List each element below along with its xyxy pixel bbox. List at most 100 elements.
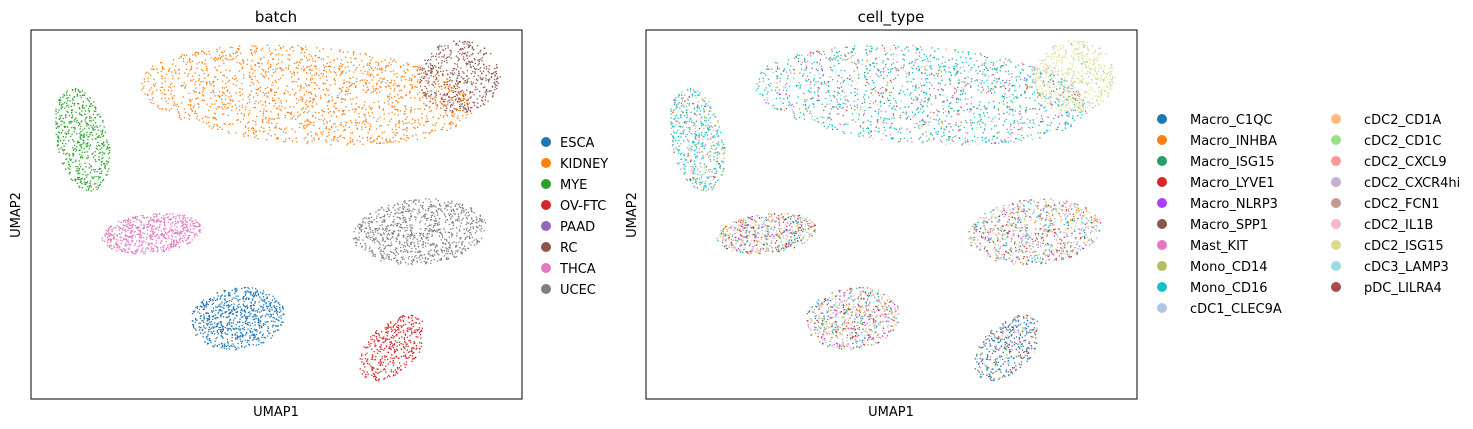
batch-point	[458, 58, 460, 60]
batch-point	[166, 233, 168, 235]
batch-point	[118, 221, 120, 223]
batch-point	[311, 140, 313, 142]
batch-point	[355, 242, 357, 244]
batch-point	[211, 90, 214, 92]
batch-point	[318, 127, 320, 130]
batch-point	[245, 345, 247, 347]
batch-point	[282, 321, 284, 323]
batch-point	[218, 95, 220, 97]
batch-point	[173, 224, 176, 226]
batch-point	[167, 102, 169, 104]
batch-point	[285, 67, 287, 69]
batch-point	[301, 48, 303, 51]
batch-point	[183, 108, 186, 110]
batch-point	[240, 311, 242, 314]
batch-point	[254, 310, 256, 312]
batch-point	[436, 72, 439, 74]
batch-point	[254, 336, 256, 338]
batch-point	[311, 102, 314, 104]
batch-point	[201, 306, 203, 308]
batch-point	[128, 248, 130, 251]
batch-point	[211, 303, 213, 306]
batch-point	[325, 75, 327, 77]
batch-point	[427, 236, 429, 238]
batch-point	[228, 315, 230, 317]
batch-point	[171, 225, 173, 227]
batch-point	[422, 240, 424, 243]
batch-point	[459, 230, 461, 232]
batch-point	[425, 74, 428, 76]
batch-point	[454, 88, 457, 90]
batch-point	[466, 221, 468, 224]
batch-point	[406, 224, 408, 227]
batch-point	[177, 105, 180, 108]
batch-point	[483, 53, 485, 55]
batch-point	[481, 218, 483, 220]
batch-point	[221, 335, 223, 338]
batch-point	[272, 118, 274, 120]
batch-point	[452, 208, 455, 210]
batch-point	[341, 101, 343, 104]
batch-point	[461, 41, 464, 44]
batch-point	[263, 127, 265, 129]
batch-point	[182, 58, 185, 60]
batch-point	[259, 322, 261, 324]
batch-point	[223, 345, 225, 347]
batch-point	[218, 65, 220, 67]
batch-point	[441, 88, 443, 90]
batch-point	[494, 68, 496, 70]
batch-point	[234, 288, 236, 291]
batch-point	[414, 127, 416, 129]
batch-point	[385, 82, 387, 84]
batch-point	[491, 73, 493, 75]
batch-point	[212, 90, 215, 92]
batch-point	[468, 235, 470, 237]
batch-point	[89, 182, 91, 184]
batch-point	[254, 324, 256, 326]
batch-point	[108, 157, 110, 159]
batch-point	[482, 77, 484, 79]
batch-point	[479, 228, 481, 230]
batch-point	[108, 147, 110, 149]
batch-point	[148, 220, 150, 223]
batch-point	[95, 133, 97, 135]
batch-point	[196, 307, 198, 309]
batch-point	[265, 105, 267, 107]
batch-point	[371, 79, 373, 81]
batch-point	[431, 231, 433, 233]
batch-point	[177, 77, 180, 80]
batch-point	[358, 239, 360, 241]
batch-point	[442, 81, 444, 83]
batch-point	[136, 240, 138, 242]
batch-point	[99, 145, 101, 147]
batch-point	[216, 298, 219, 300]
batch-point	[257, 62, 259, 64]
batch-point	[312, 78, 314, 80]
batch-point	[216, 306, 218, 308]
batch-point	[216, 330, 218, 332]
batch-point	[463, 82, 465, 84]
batch-point	[79, 95, 81, 97]
batch-point	[392, 136, 394, 139]
batch-point	[113, 227, 115, 229]
batch-point	[255, 291, 257, 293]
batch-point	[82, 168, 84, 170]
batch-point	[410, 199, 412, 202]
batch-point	[307, 105, 309, 107]
batch-point	[379, 217, 381, 219]
batch-point	[207, 335, 209, 337]
batch-point	[427, 66, 430, 68]
batch-point	[270, 63, 272, 66]
batch-point	[103, 144, 105, 146]
batch-point	[384, 86, 387, 88]
batch-point	[137, 229, 140, 232]
batch-point	[440, 239, 442, 241]
batch-point	[409, 90, 411, 92]
batch-point	[170, 242, 172, 245]
batch-point	[430, 211, 433, 213]
batch-point	[426, 262, 428, 264]
batch-point	[365, 227, 368, 229]
batch-point	[433, 215, 436, 217]
batch-point	[414, 75, 417, 77]
batch-point	[202, 333, 204, 335]
